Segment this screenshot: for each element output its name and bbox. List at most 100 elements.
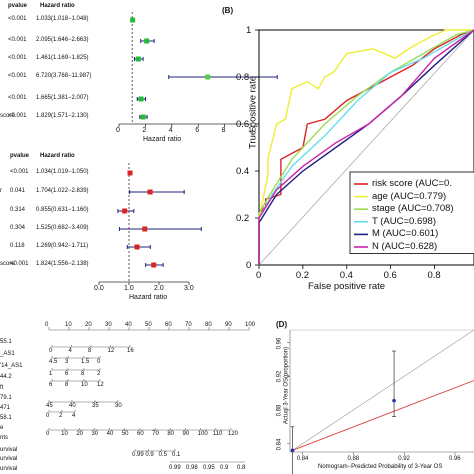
roc-frame <box>258 29 474 266</box>
forest-a-pvalue: <0.001 <box>8 73 27 79</box>
nomogram-points-tick-label: 30 <box>105 322 112 328</box>
nomogram-variable-tick-label: 12 <box>107 348 115 354</box>
forest-a-xlabel: Hazard ratio <box>143 136 182 143</box>
roc-xtick-label: 0.4 <box>339 270 353 281</box>
nomogram-variable-tick-label: 0.5 <box>158 452 167 458</box>
roc-legend-label: risk score (AUC=0. <box>372 178 452 189</box>
nomogram-variable-tick-label: 4 <box>72 413 76 419</box>
nomogram-variable-tick-label: 100 <box>197 431 208 437</box>
nomogram-variable-tick-label: 20 <box>76 431 84 437</box>
nomogram-variable-tick-label: 0 <box>49 348 53 354</box>
nomogram-survival-tick-label: 0.99 <box>169 465 181 471</box>
forest-a-pvalue: <0.001 <box>8 16 27 22</box>
nomogram-variable-tick-label: 35 <box>92 403 99 409</box>
forest-b-pvalue: 0.041 <box>10 188 26 194</box>
nomogram-row-label: urvival <box>0 447 18 453</box>
nomogram-row-label: urvival <box>0 466 18 472</box>
nomogram-variable-tick-label: 0 <box>97 359 101 365</box>
forest-b-estimate <box>147 189 153 195</box>
nomogram-points-tick-label: 20 <box>85 322 92 328</box>
nomogram-points-tick-label: 100 <box>245 322 256 328</box>
forest-b-estimate <box>127 170 133 176</box>
nomogram-points-tick-label: 90 <box>225 322 232 328</box>
roc-xtick-label: 0.2 <box>295 270 310 281</box>
forest-b-pvalue: 0.304 <box>10 225 26 231</box>
nomogram-variable-tick-label: 110 <box>212 431 223 437</box>
nomogram-variable-tick-label: 90 <box>182 431 190 437</box>
nomogram-variable-tick-label: 45 <box>46 403 53 409</box>
forest-a-estimate <box>135 56 141 62</box>
forest-a-estimate <box>205 74 211 80</box>
nomogram-variable-tick-label: 4 <box>68 348 72 354</box>
nomogram-variable-tick-label: 2 <box>97 371 101 377</box>
nomogram-variable-tick-label: 16 <box>127 348 134 354</box>
roc-legend-box <box>349 171 474 254</box>
forest-b-tick-label: 3.0 <box>184 285 194 292</box>
calibration-xtick-label: 0.84 <box>296 456 309 462</box>
nomogram-survival-tick-label: 0.8 <box>237 465 246 471</box>
forest-a-estimate <box>130 17 136 23</box>
nomogram-points-tick-label: 40 <box>125 322 132 328</box>
roc-panel-label: (B) <box>222 6 234 15</box>
nomogram-points-tick-label: 50 <box>145 322 152 328</box>
nomogram-points-tick-label: 0 <box>45 322 49 328</box>
nomogram-variable-tick-label: 2 <box>59 413 63 419</box>
roc-xtick-label: 0.8 <box>427 270 441 281</box>
forest-b-tick-label: 0.0 <box>94 285 104 292</box>
roc-curve <box>258 29 474 265</box>
calibration-xtick-label: 0.96 <box>448 456 461 462</box>
roc-legend-label: age (AUC=0.779) <box>372 190 447 202</box>
nomogram-variable-tick-label: 3 <box>65 359 69 365</box>
nomogram-variable-tick-label: 60 <box>137 431 144 437</box>
nomogram-variable-tick-label: 8 <box>81 371 85 377</box>
forest-b-estimate <box>142 226 148 232</box>
forest-b-pvalue: 0.314 <box>10 207 26 213</box>
calibration-xtick-label: 0.88 <box>347 456 360 462</box>
forest-a-hr-text: 1.461(1.169−1.825) <box>36 55 89 61</box>
nomogram-variable-tick-label: 50 <box>121 431 129 437</box>
nomogram-row-label: ft <box>0 385 4 391</box>
nomogram-variable-tick-label: 8 <box>65 382 69 388</box>
forest-b-hr-text: 1.034(1.019−1.050) <box>36 169 89 175</box>
roc-curve <box>258 29 474 265</box>
forest-a-tick-label: 8 <box>221 127 226 134</box>
forest-b-header-pvalue: pvalue <box>10 153 30 159</box>
forest-b-tick-label: 1.0 <box>124 285 134 292</box>
forest-a-tick-label: 4 <box>168 127 173 134</box>
nomogram-variable-tick-label: 30 <box>91 431 99 437</box>
nomogram-row-label: nts <box>0 435 9 441</box>
nomogram-variable-tick-label: 70 <box>152 431 159 437</box>
nomogram-row-label: '14_AS1 <box>0 363 23 369</box>
nomogram-variable-tick-label: 12 <box>97 382 104 388</box>
forest-a-hr-text: 1.033(1.018−1.048) <box>36 16 89 22</box>
forest-b-row-label: score <box>0 261 15 267</box>
nomogram-row-label: 79.1 <box>0 395 12 401</box>
forest-b-pvalue: <0.001 <box>10 169 29 175</box>
forest-b-hr-text: 1.704(1.022−2.839) <box>36 188 89 194</box>
nomogram-row-label: e <box>0 425 4 431</box>
forest-a-hr-text: 1.665(1.381−2.007) <box>36 95 89 101</box>
forest-b-estimate <box>151 262 157 268</box>
nomogram-row-label: 44.2 <box>0 374 12 380</box>
calibration-ideal-line <box>289 329 474 453</box>
nomogram-survival-tick-label: 0.95 <box>203 465 215 471</box>
forest-b-pvalue: <0.001 <box>10 261 29 267</box>
forest-a-estimate <box>140 114 146 120</box>
calibration-panel-label: (D) <box>276 320 288 329</box>
forest-a-tick-label: 6 <box>195 127 200 134</box>
nomogram-variable-tick-label: 40 <box>106 431 114 437</box>
forest-a-hr-text: 2.095(1.646−2.663) <box>36 37 89 43</box>
roc-ytick-label: 0.6 <box>236 119 250 130</box>
calibration-ytick-label: 0.92 <box>276 370 283 383</box>
forest-b-header-hr: Hazard ratio <box>40 153 75 159</box>
nomogram-variable-tick-label: 0.1 <box>172 452 181 458</box>
forest-a-pvalue: <0.001 <box>8 55 27 61</box>
calibration-xtick-label: 0.92 <box>398 456 410 462</box>
forest-a-estimate <box>138 96 144 102</box>
calibration-ytick-label: 0.84 <box>276 438 283 450</box>
forest-b-hr-text: 0.855(0.631−1.160) <box>36 207 89 213</box>
nomogram-variable-tick-label: 80 <box>167 431 175 437</box>
nomogram-variable-tick-label: 10 <box>61 431 68 437</box>
